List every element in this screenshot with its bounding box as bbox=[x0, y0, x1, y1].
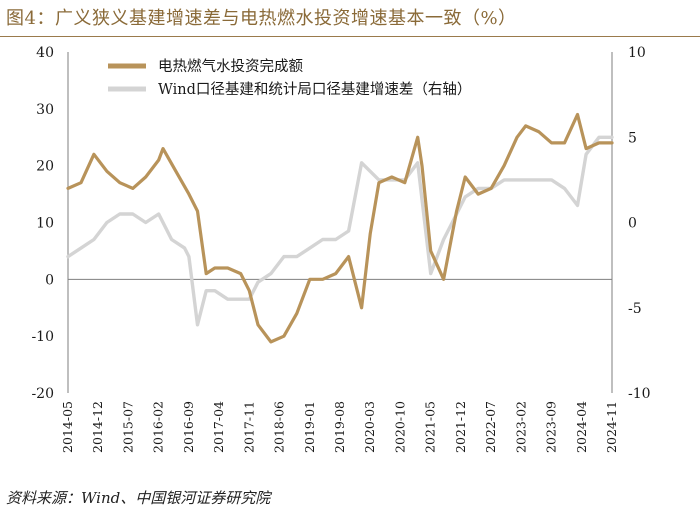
x-tick-label: 2024-04 bbox=[574, 401, 589, 453]
title-divider bbox=[0, 36, 700, 37]
y-left-tick-label: 30 bbox=[36, 102, 54, 118]
y-right-tick-label: -5 bbox=[628, 301, 642, 317]
x-tick-label: 2017-04 bbox=[211, 401, 226, 453]
y-left-tick-label: 10 bbox=[36, 216, 54, 232]
chart-legend: 电热燃气水投资完成额 Wind口径基建和统计局口径基建增速差（右轴） bbox=[108, 57, 471, 98]
x-tick-label: 2016-02 bbox=[151, 401, 166, 453]
x-tick-label: 2024-11 bbox=[604, 401, 619, 453]
series-infra-gap-line bbox=[66, 135, 614, 327]
source-note: 资料来源：Wind、中国银河证券研究院 bbox=[6, 489, 271, 507]
chart-series bbox=[66, 112, 614, 344]
legend-label: Wind口径基建和统计局口径基建增速差（右轴） bbox=[158, 81, 471, 98]
y-right-tick-label: 0 bbox=[628, 216, 637, 232]
y-left-tick-label: 40 bbox=[36, 45, 54, 61]
x-tick-label: 2014-12 bbox=[90, 401, 105, 453]
y-right-tick-label: -10 bbox=[628, 386, 651, 402]
y-right-tick-label: 10 bbox=[628, 45, 646, 61]
y-left-tick-label: 0 bbox=[45, 272, 54, 288]
y-left-tick-label: -10 bbox=[31, 329, 54, 345]
chart-axes: 40 30 20 10 0 -10 -20 10 5 0 -5 -10 2014-05 2014-12 20… bbox=[31, 45, 650, 453]
x-tick-label: 2023-02 bbox=[513, 401, 528, 453]
x-tick-label: 2019-08 bbox=[332, 401, 347, 453]
y-left-tick-label: -20 bbox=[31, 386, 54, 402]
y-left-tick-label: 20 bbox=[36, 159, 54, 175]
y-right-tick-label: 5 bbox=[628, 130, 637, 146]
x-tick-label: 2023-09 bbox=[544, 401, 559, 453]
x-tick-label: 2021-12 bbox=[453, 401, 468, 453]
x-tick-label: 2019-01 bbox=[302, 401, 317, 453]
legend-label: 电热燃气水投资完成额 bbox=[158, 57, 303, 75]
chart-title: 图4：广义狭义基建增速差与电热燃水投资增速基本一致（%） bbox=[6, 8, 517, 29]
x-tick-label: 2017-11 bbox=[241, 401, 256, 453]
x-tick-label: 2020-10 bbox=[392, 401, 407, 453]
x-tick-label: 2015-07 bbox=[120, 401, 135, 453]
x-tick-label: 2020-03 bbox=[362, 401, 377, 453]
x-tick-label: 2018-06 bbox=[272, 401, 287, 453]
series-investment-line bbox=[66, 112, 614, 344]
x-tick-label: 2021-05 bbox=[423, 401, 438, 453]
x-tick-label: 2022-07 bbox=[483, 401, 498, 453]
x-tick-label: 2014-05 bbox=[60, 401, 75, 453]
x-tick-label: 2016-09 bbox=[181, 401, 196, 453]
